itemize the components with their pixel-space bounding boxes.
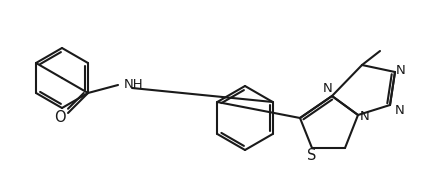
Text: NH: NH (124, 77, 143, 91)
Text: O: O (54, 111, 66, 125)
Text: N: N (395, 103, 405, 116)
Text: N: N (323, 82, 333, 95)
Text: S: S (307, 148, 317, 164)
Text: N: N (396, 63, 406, 77)
Text: N: N (360, 111, 370, 123)
